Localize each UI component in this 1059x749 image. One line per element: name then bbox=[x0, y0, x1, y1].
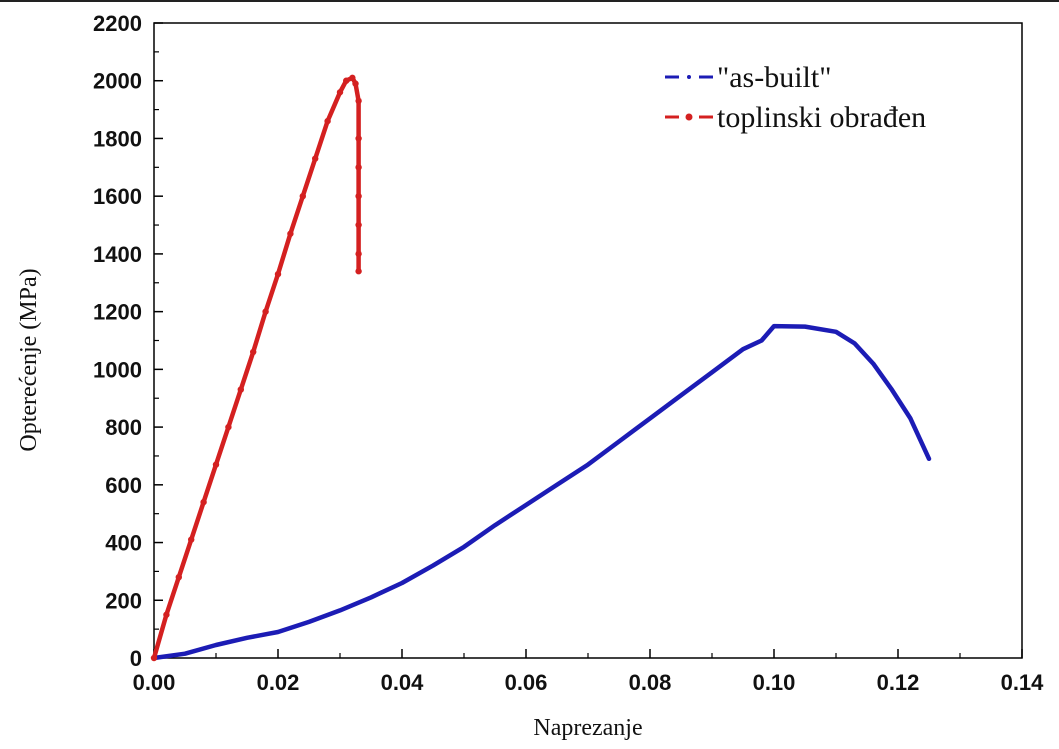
y-axis-title: Opterećenje (MPa) bbox=[16, 268, 42, 451]
series-point-heat-treated bbox=[355, 221, 362, 229]
series-point-heat-treated bbox=[262, 308, 269, 315]
series-line-as-built bbox=[151, 323, 932, 661]
axis-ticks: 0.00 0.02 0.04 0.06 0.08 0.10 0.12 0.14 0 200 400 6… bbox=[93, 11, 1044, 695]
legend-marker bbox=[687, 75, 691, 79]
y-tick-label: 1000 bbox=[93, 357, 142, 382]
y-tick-label: 2200 bbox=[93, 11, 142, 36]
top-border bbox=[0, 0, 1059, 2]
x-tick-label: 0.08 bbox=[629, 670, 672, 695]
legend: "as-built" toplinski obrađen bbox=[665, 61, 926, 134]
series-point-heat-treated bbox=[212, 461, 220, 468]
series-point-heat-treated bbox=[355, 97, 362, 105]
x-tick-label: 0.12 bbox=[877, 670, 920, 695]
legend-marker bbox=[685, 113, 693, 121]
series-point-heat-treated bbox=[336, 89, 344, 96]
y-tick-label: 600 bbox=[105, 473, 142, 498]
y-tick-label: 800 bbox=[105, 415, 142, 440]
series-point-heat-treated bbox=[349, 74, 356, 82]
series-point-heat-treated bbox=[355, 268, 362, 275]
x-tick-label: 0.10 bbox=[753, 670, 796, 695]
series-point-heat-treated bbox=[312, 155, 319, 162]
x-tick-label: 0.00 bbox=[133, 670, 176, 695]
y-tick-label: 1200 bbox=[93, 300, 142, 325]
series-point-heat-treated bbox=[250, 348, 257, 356]
legend-entry: toplinski obrađen bbox=[665, 101, 926, 134]
x-tick-label: 0.02 bbox=[257, 670, 300, 695]
series-point-heat-treated bbox=[225, 423, 232, 431]
series-point-heat-treated bbox=[200, 498, 207, 506]
series-point-heat-treated bbox=[299, 192, 306, 200]
x-axis-title: Naprezanje bbox=[533, 715, 642, 741]
y-tick-label: 2000 bbox=[93, 69, 142, 94]
series-point-heat-treated bbox=[355, 192, 362, 200]
series-point-heat-treated bbox=[274, 270, 282, 278]
y-tick-label: 400 bbox=[105, 531, 142, 556]
series-point-heat-treated bbox=[343, 77, 350, 84]
series-point-heat-treated bbox=[355, 164, 362, 171]
y-tick-label: 1400 bbox=[93, 242, 142, 267]
series-point-heat-treated bbox=[237, 386, 244, 393]
x-tick-label: 0.14 bbox=[1001, 670, 1045, 695]
x-tick-label: 0.04 bbox=[381, 670, 425, 695]
series-point-heat-treated bbox=[150, 654, 158, 662]
series-line-heat-treated bbox=[151, 75, 361, 661]
y-tick-label: 1800 bbox=[93, 126, 142, 151]
series-group bbox=[150, 74, 932, 662]
y-tick-label: 0 bbox=[130, 646, 142, 671]
series-point-heat-treated bbox=[188, 536, 195, 543]
series-point-heat-treated bbox=[355, 135, 362, 142]
series-point-heat-treated bbox=[352, 80, 359, 87]
y-tick-label: 1600 bbox=[93, 184, 142, 209]
series-point-heat-treated bbox=[324, 117, 331, 125]
series-point-heat-treated bbox=[355, 250, 362, 258]
series-point-heat-treated bbox=[287, 230, 294, 237]
series-point-heat-treated bbox=[163, 611, 170, 618]
legend-entry: "as-built" bbox=[665, 61, 831, 94]
series-point-heat-treated bbox=[175, 573, 182, 581]
legend-label: toplinski obrađen bbox=[717, 101, 926, 134]
legend-label: "as-built" bbox=[717, 61, 831, 94]
x-tick-label: 0.06 bbox=[505, 670, 548, 695]
y-tick-label: 200 bbox=[105, 588, 142, 613]
